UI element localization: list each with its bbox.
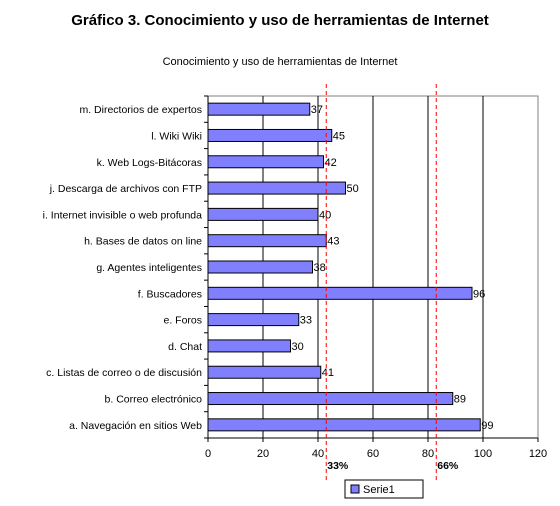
category-label: k. Web Logs-Bitácoras [97,157,202,169]
legend [344,479,424,499]
data-label: 43 [327,236,339,248]
category-label: m. Directorios de expertos [79,104,202,116]
category-label: f. Buscadores [138,288,202,300]
data-label: 45 [333,130,345,142]
bar [207,181,346,195]
data-label: 38 [314,262,326,274]
bar [207,286,473,300]
data-label: 33 [300,315,312,327]
legend-swatch [350,484,360,494]
data-label: 30 [292,341,304,353]
data-label: 42 [325,157,337,169]
category-label: h. Bases de datos on line [84,236,202,248]
category-label: a. Navegación en sitios Web [69,420,202,432]
data-label: 96 [473,288,485,300]
chart-title: Conocimiento y uso de herramientas de In… [162,56,398,68]
bar [207,128,333,142]
bar [207,207,319,221]
data-label: 89 [454,394,466,406]
bar [207,339,291,353]
x-tick-label: 0 [205,448,211,460]
bar [207,313,300,327]
reference-label: 33% [327,460,349,472]
data-label: 99 [481,420,493,432]
x-tick-label: 100 [474,448,492,460]
bar [207,260,313,274]
x-tick-label: 80 [422,448,434,460]
reference-label: 66% [437,460,459,472]
x-tick-label: 120 [529,448,547,460]
data-label: 40 [319,209,331,221]
data-label: 41 [322,367,334,379]
category-label: c. Listas de correo o de discusión [46,367,202,379]
category-label: g. Agentes inteligentes [96,262,202,274]
data-label: 50 [347,183,359,195]
x-tick-label: 20 [257,448,269,460]
bar [207,155,324,169]
bar [207,418,481,432]
bar [207,392,454,406]
category-label: j. Descarga de archivos con FTP [49,183,202,195]
x-tick-label: 40 [312,448,324,460]
category-label: e. Foros [163,315,202,327]
bar [207,234,327,248]
category-label: i. Internet invisible o web profunda [43,209,203,221]
category-label: l. Wiki Wiki [151,130,202,142]
category-label: b. Correo electrónico [105,394,203,406]
category-label: d. Chat [168,341,202,353]
figure-title: Gráfico 3. Conocimiento y uso de herrami… [71,12,489,29]
bar [207,102,311,116]
legend-label: Serie1 [363,484,395,496]
bar [207,365,322,379]
x-tick-label: 60 [367,448,379,460]
data-label: 37 [311,104,323,116]
